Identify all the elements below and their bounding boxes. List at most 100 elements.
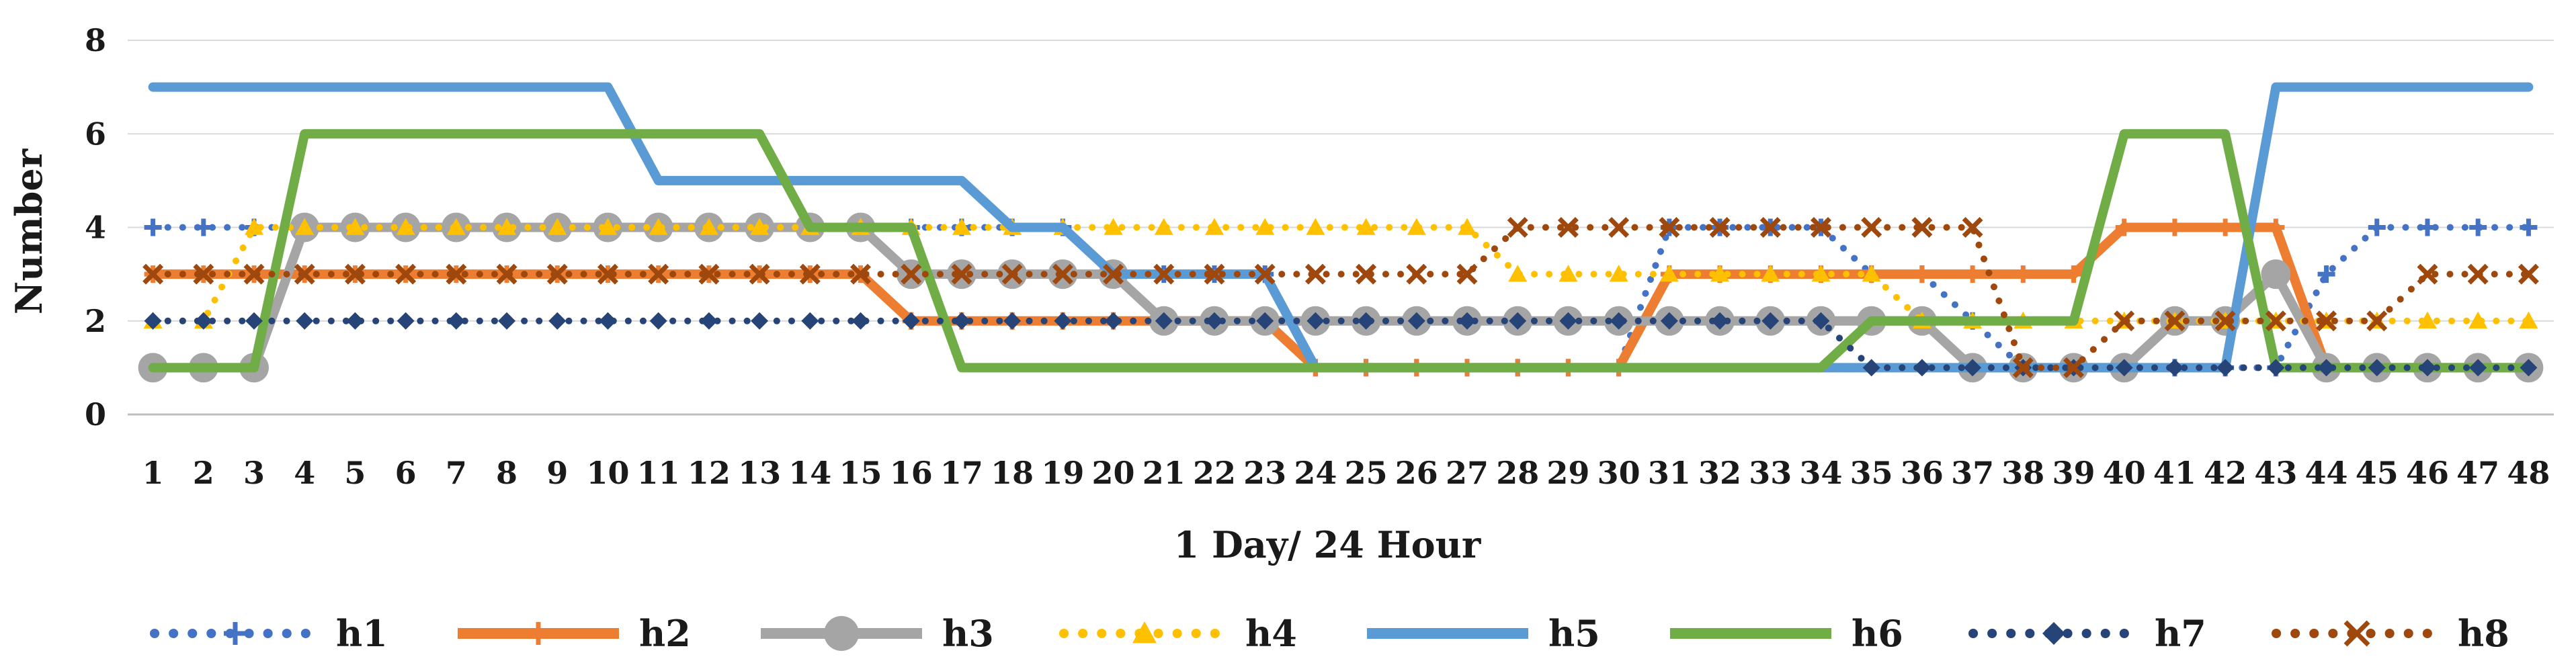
x-tick-label: 1 — [142, 455, 164, 491]
x-tick-label: 32 — [1698, 455, 1741, 491]
data-point-h4 — [1306, 218, 1325, 235]
series-layer — [138, 82, 2544, 383]
x-tick-label: 6 — [395, 455, 417, 491]
data-point-h8 — [1356, 263, 1377, 285]
x-tick-label: 11 — [637, 455, 680, 491]
legend-marker — [527, 622, 550, 645]
data-point-h4 — [2468, 311, 2488, 328]
data-point-h1 — [144, 218, 162, 236]
data-point-h7 — [1913, 359, 1931, 377]
data-point-h2 — [2216, 218, 2235, 236]
x-tick-label: 48 — [2507, 455, 2550, 491]
data-point-h8 — [1103, 263, 1124, 285]
data-point-h8 — [597, 263, 618, 285]
data-point-h8 — [799, 263, 821, 285]
data-point-h8 — [1659, 217, 1680, 238]
x-tick-label: 20 — [1092, 455, 1135, 491]
data-point-h8 — [2518, 263, 2539, 285]
legend-label: h7 — [2155, 612, 2206, 655]
x-tick-label: 34 — [1799, 455, 1842, 491]
data-point-h7 — [1610, 312, 1628, 330]
data-point-h1 — [194, 218, 212, 236]
data-point-h8 — [2366, 310, 2388, 332]
x-tick-label: 22 — [1193, 455, 1236, 491]
x-tick-label: 2 — [193, 455, 214, 491]
data-point-h8 — [1557, 217, 1579, 238]
legend-marker — [2042, 622, 2065, 645]
data-point-h7 — [2418, 359, 2436, 377]
data-point-h7 — [2165, 359, 2184, 377]
data-point-h8 — [193, 263, 214, 285]
data-point-h7 — [1306, 312, 1325, 330]
legend-marker — [2343, 620, 2370, 647]
data-point-h4 — [345, 218, 365, 235]
data-point-h7 — [1155, 312, 1173, 330]
data-point-h8 — [1608, 217, 1630, 238]
data-point-h8 — [1709, 217, 1731, 238]
data-point-h4 — [1204, 218, 1224, 235]
x-tick-label: 13 — [738, 455, 781, 491]
legend-label: h5 — [1548, 612, 1600, 655]
x-tick-label: 27 — [1446, 455, 1489, 491]
x-tick-label: 30 — [1597, 455, 1640, 491]
x-tick-label: 21 — [1142, 455, 1186, 491]
x-tick-label: 3 — [243, 455, 265, 491]
x-tick-label: 43 — [2254, 455, 2297, 491]
data-point-h4 — [1255, 218, 1275, 235]
data-point-h7 — [649, 312, 667, 330]
data-point-h8 — [1759, 217, 1781, 238]
series-h8 — [142, 217, 2539, 378]
data-point-h7 — [1458, 312, 1477, 330]
series-line-h8 — [149, 224, 2532, 371]
x-tick-label: 47 — [2456, 455, 2499, 491]
data-point-h8 — [496, 263, 517, 285]
data-point-h4 — [649, 218, 668, 235]
x-tick-label: 35 — [1850, 455, 1893, 491]
legend-marker — [224, 622, 247, 645]
data-point-h2 — [2165, 218, 2184, 236]
data-point-h7 — [2216, 359, 2235, 377]
series-line-h3 — [148, 222, 2534, 373]
data-point-h7 — [851, 312, 870, 330]
y-axis-title: Number — [7, 148, 50, 314]
legend-label: h6 — [1852, 612, 1903, 655]
data-point-h8 — [2063, 357, 2084, 378]
data-point-h8 — [2012, 357, 2034, 378]
data-point-h7 — [1509, 312, 1527, 330]
legend-marker — [824, 616, 859, 651]
data-point-h4 — [446, 218, 466, 235]
data-point-h8 — [1153, 263, 1175, 285]
data-point-h4 — [497, 218, 517, 235]
y-tick-labels: 0 2 4 6 8 — [85, 22, 106, 433]
legend-label: h3 — [942, 612, 994, 655]
x-tick-label: 17 — [940, 455, 983, 491]
data-point-h1 — [2368, 218, 2386, 236]
x-tick-label: 39 — [2052, 455, 2095, 491]
legend-item-h8: h8 — [2272, 612, 2509, 655]
legend-item-h6: h6 — [1670, 612, 1903, 655]
data-point-h7 — [194, 312, 212, 330]
data-point-h8 — [1304, 263, 1326, 285]
data-point-h8 — [243, 263, 265, 285]
data-point-h2 — [2065, 265, 2083, 283]
data-point-h7 — [2368, 359, 2386, 377]
data-point-h4 — [295, 218, 315, 235]
x-tick-label: 12 — [688, 455, 731, 491]
data-point-h8 — [648, 263, 669, 285]
data-point-h7 — [144, 312, 162, 330]
x-tick-label: 36 — [1901, 455, 1944, 491]
data-point-h4 — [1609, 265, 1628, 282]
data-point-h8 — [698, 263, 720, 285]
y-tick-label: 8 — [85, 22, 106, 58]
data-point-h1 — [2469, 218, 2487, 236]
legend-item-h4: h4 — [1059, 612, 1297, 655]
y-tick-label: 0 — [85, 396, 106, 433]
data-point-h7 — [346, 312, 364, 330]
data-point-h7 — [751, 312, 769, 330]
legend-label: h1 — [336, 612, 388, 655]
data-point-h7 — [548, 312, 567, 330]
data-point-h8 — [1456, 263, 1478, 285]
data-point-h7 — [1003, 312, 1022, 330]
data-point-h7 — [1357, 312, 1375, 330]
data-point-h2 — [2115, 218, 2133, 236]
